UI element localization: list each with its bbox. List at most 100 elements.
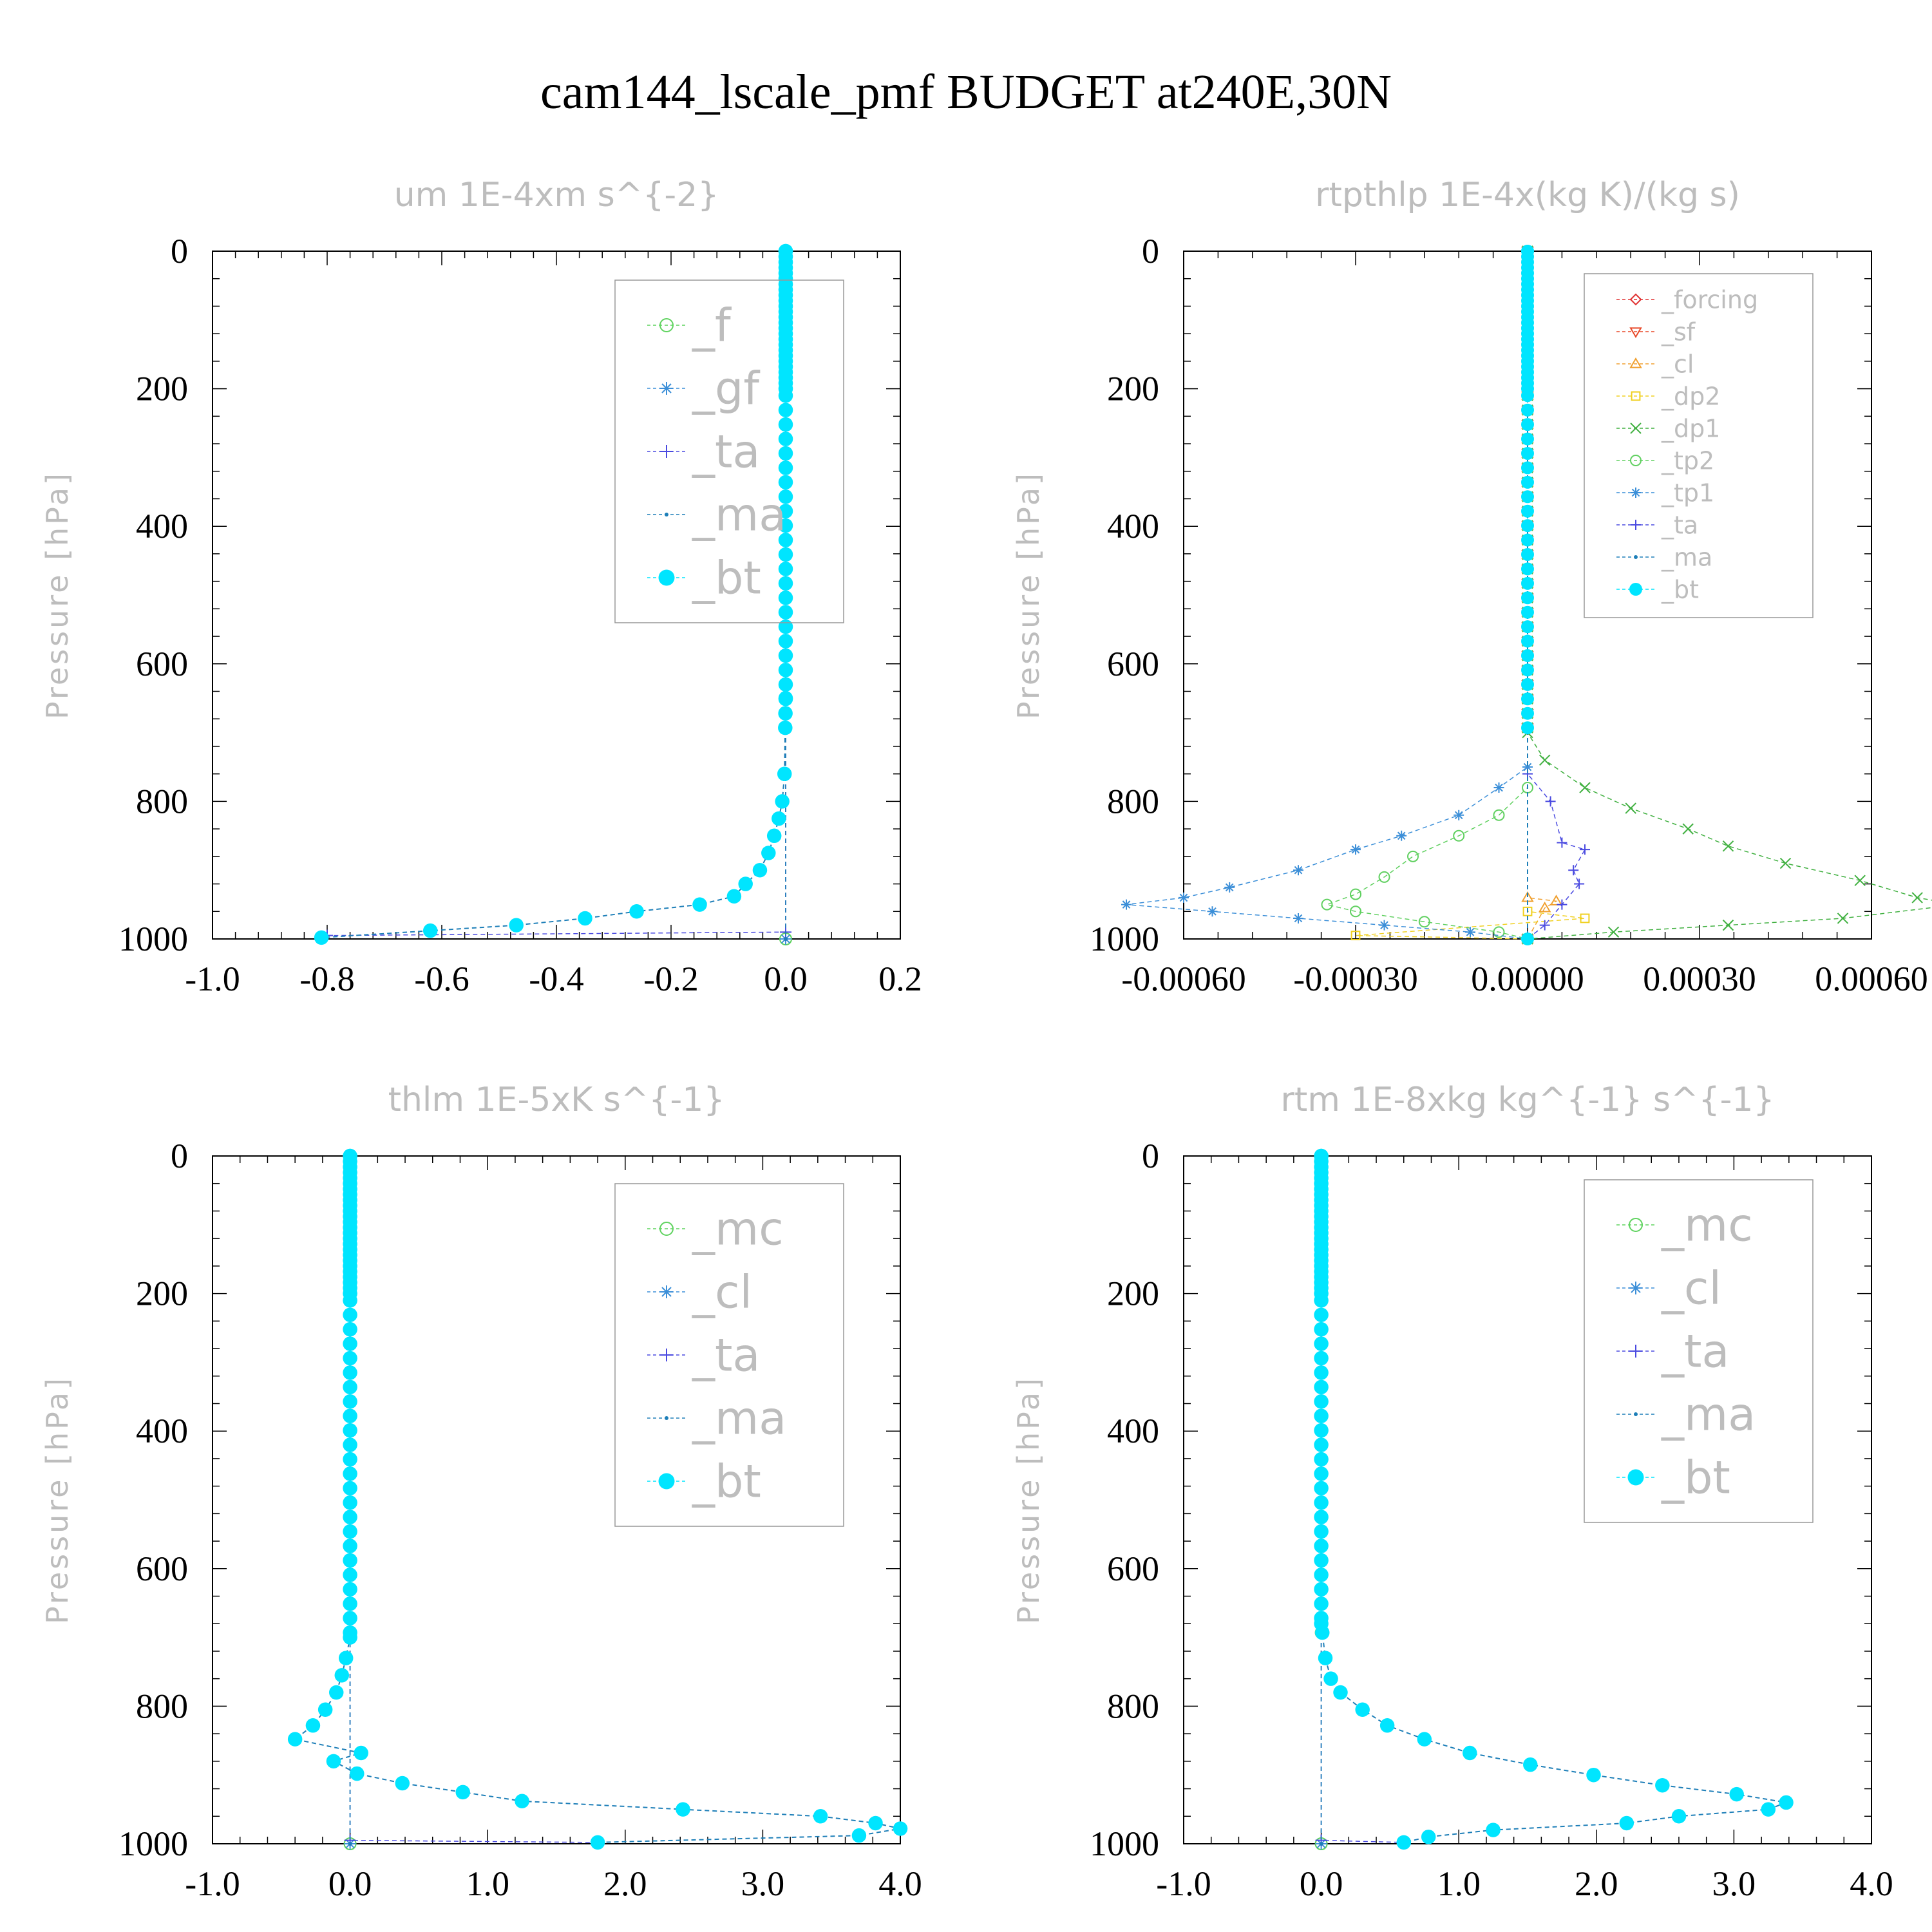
data-point	[1314, 1379, 1329, 1395]
data-point	[343, 1495, 357, 1510]
x-tick-label: -0.4	[529, 960, 583, 998]
y-tick-label: 600	[1107, 645, 1159, 683]
data-point	[1521, 620, 1534, 634]
legend-label: _mc	[692, 1203, 784, 1256]
legend-marker	[1629, 583, 1642, 596]
legend-marker	[659, 1222, 674, 1236]
data-point	[1521, 605, 1534, 619]
data-point	[1607, 926, 1620, 938]
data-point	[343, 1321, 357, 1337]
data-point	[1314, 1567, 1329, 1582]
y-tick-label: 400	[136, 507, 188, 545]
data-point	[1333, 1685, 1348, 1700]
data-point	[1521, 721, 1534, 735]
y-tick-label: 200	[136, 370, 188, 408]
data-point	[343, 1307, 357, 1322]
data-point	[1521, 547, 1534, 561]
data-point	[1722, 919, 1734, 931]
data-point	[1314, 1321, 1329, 1337]
legend-marker	[660, 445, 673, 458]
data-point	[1586, 1767, 1601, 1783]
data-point	[1355, 1702, 1370, 1717]
plot-frame	[212, 251, 901, 940]
series_bt	[1521, 245, 1534, 945]
x-tick-label: 0.00000	[1471, 960, 1584, 998]
data-point	[1521, 403, 1534, 417]
data-point	[1493, 782, 1504, 793]
x-tick-label: 0.2	[878, 960, 922, 998]
y-tick-label: 1000	[1090, 920, 1159, 958]
series_ta	[1315, 1150, 1410, 1848]
legend-marker	[665, 513, 668, 516]
series-line	[349, 1156, 598, 1843]
data-point	[1521, 634, 1534, 648]
data-point	[1521, 475, 1534, 489]
data-point	[1319, 1842, 1323, 1846]
chart-panel-2: rtpthlp 1E-4x(kg K)/(kg s) Pressure [hPa]…	[1011, 176, 1932, 998]
data-point	[1521, 461, 1534, 475]
legend-marker	[1629, 1218, 1643, 1232]
y-tick-label: 0	[1142, 232, 1159, 270]
data-point	[422, 923, 438, 938]
data-point	[692, 897, 707, 912]
legend-marker	[1629, 293, 1642, 306]
data-point	[1453, 829, 1465, 842]
x-tick-label: -0.8	[299, 960, 354, 998]
data-point	[1854, 875, 1866, 886]
data-point	[343, 1611, 357, 1625]
data-point	[893, 1821, 908, 1836]
data-point	[778, 533, 793, 547]
data-point	[1521, 576, 1534, 590]
legend-label: _bt	[1661, 575, 1699, 603]
data-point	[726, 889, 742, 904]
x-tick-label: -0.2	[643, 960, 698, 998]
x-tick-label: 1.0	[466, 1864, 509, 1903]
y-tick-label: 200	[1107, 1274, 1159, 1313]
data-point	[1521, 432, 1534, 446]
data-point	[1314, 1293, 1329, 1308]
y-tick-label: 600	[136, 645, 188, 683]
y-tick-label: 200	[136, 1274, 188, 1313]
data-point	[343, 1524, 357, 1539]
data-point	[1465, 927, 1475, 938]
plot-frame	[1183, 1155, 1872, 1844]
minor-ticks	[1183, 1155, 1872, 1844]
data-point	[778, 576, 793, 591]
data-point	[778, 634, 793, 649]
data-point	[778, 605, 793, 620]
data-point	[1314, 1481, 1329, 1496]
legend-box	[1584, 273, 1814, 618]
minor-ticks	[212, 1155, 901, 1844]
data-point	[778, 518, 793, 533]
data-point	[1729, 1786, 1744, 1802]
data-point	[343, 1596, 357, 1611]
data-point	[343, 1365, 357, 1380]
y-tick-label: 400	[1107, 1412, 1159, 1450]
series-line	[293, 1156, 901, 1843]
data-point	[1421, 1830, 1436, 1844]
data-point	[1454, 810, 1464, 820]
data-point	[1314, 1148, 1329, 1164]
data-point	[1557, 899, 1567, 910]
data-point	[778, 446, 793, 461]
data-point	[1779, 1795, 1794, 1810]
data-point	[509, 918, 524, 933]
data-point	[1521, 663, 1534, 677]
data-point	[778, 431, 793, 446]
legend-marker	[659, 318, 674, 332]
legend-label: _cl	[1661, 1262, 1721, 1315]
data-point	[343, 1408, 357, 1423]
data-point	[1314, 1350, 1329, 1366]
series_dp2	[1350, 246, 1590, 944]
data-point	[328, 1685, 344, 1700]
data-point	[766, 828, 782, 844]
legend-label: _cl	[1661, 350, 1694, 378]
data-point	[590, 1835, 605, 1850]
data-point	[1521, 533, 1534, 547]
data-point	[343, 1510, 357, 1524]
legend-label: _ma	[1661, 543, 1712, 571]
data-point	[1418, 916, 1430, 928]
data-point	[1779, 857, 1792, 869]
legend-label: _dp2	[1661, 382, 1720, 410]
y-tick-label: 600	[136, 1549, 188, 1588]
